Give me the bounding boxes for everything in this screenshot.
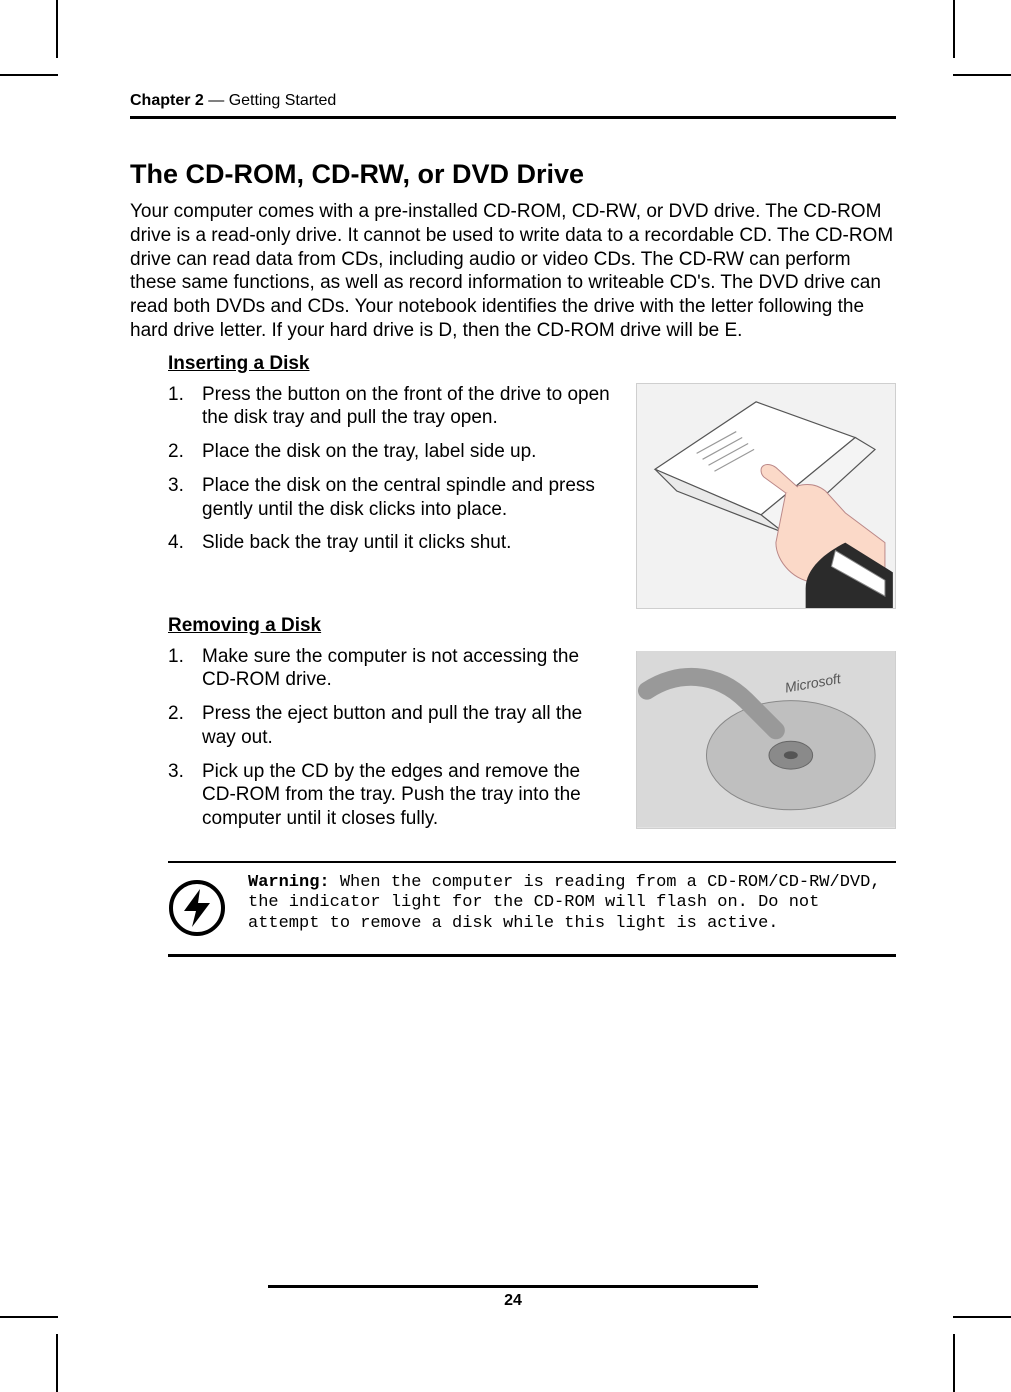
- page-footer: 24: [130, 1285, 896, 1310]
- warning-block: Warning: When the computer is reading fr…: [168, 861, 896, 957]
- list-item: 1.Make sure the computer is not accessin…: [168, 645, 618, 693]
- page-title: The CD-ROM, CD-RW, or DVD Drive: [130, 159, 896, 190]
- chapter-label: Chapter 2: [130, 92, 204, 109]
- removing-heading: Removing a Disk: [168, 615, 896, 637]
- removing-steps: 1.Make sure the computer is not accessin…: [168, 645, 618, 831]
- list-item: 1.Press the button on the front of the d…: [168, 383, 618, 431]
- insert-disk-illustration: [636, 383, 896, 609]
- laptop-hand-icon: [637, 384, 895, 608]
- section-label: Getting Started: [229, 92, 337, 109]
- warning-body: When the computer is reading from a CD-R…: [248, 873, 881, 933]
- warning-lightning-icon: [168, 879, 226, 942]
- warning-label: Warning:: [248, 873, 330, 892]
- intro-paragraph: Your computer comes with a pre-installed…: [130, 200, 896, 343]
- list-item: 3.Place the disk on the central spindle …: [168, 474, 618, 522]
- page-number: 24: [130, 1292, 896, 1310]
- inserting-heading: Inserting a Disk: [168, 353, 896, 375]
- running-header: Chapter 2 — Getting Started: [130, 92, 896, 114]
- warning-text: Warning: When the computer is reading fr…: [248, 873, 896, 934]
- inserting-steps: 1.Press the button on the front of the d…: [168, 383, 618, 556]
- footer-rule: [268, 1285, 758, 1288]
- remove-disk-photo: Microsoft: [636, 651, 896, 829]
- list-item: 4.Slide back the tray until it clicks sh…: [168, 531, 618, 555]
- cd-photo-icon: Microsoft: [637, 651, 895, 828]
- header-separator: —: [204, 92, 229, 109]
- list-item: 2.Place the disk on the tray, label side…: [168, 440, 618, 464]
- header-rule: [130, 116, 896, 119]
- list-item: 3.Pick up the CD by the edges and remove…: [168, 760, 618, 831]
- list-item: 2.Press the eject button and pull the tr…: [168, 702, 618, 750]
